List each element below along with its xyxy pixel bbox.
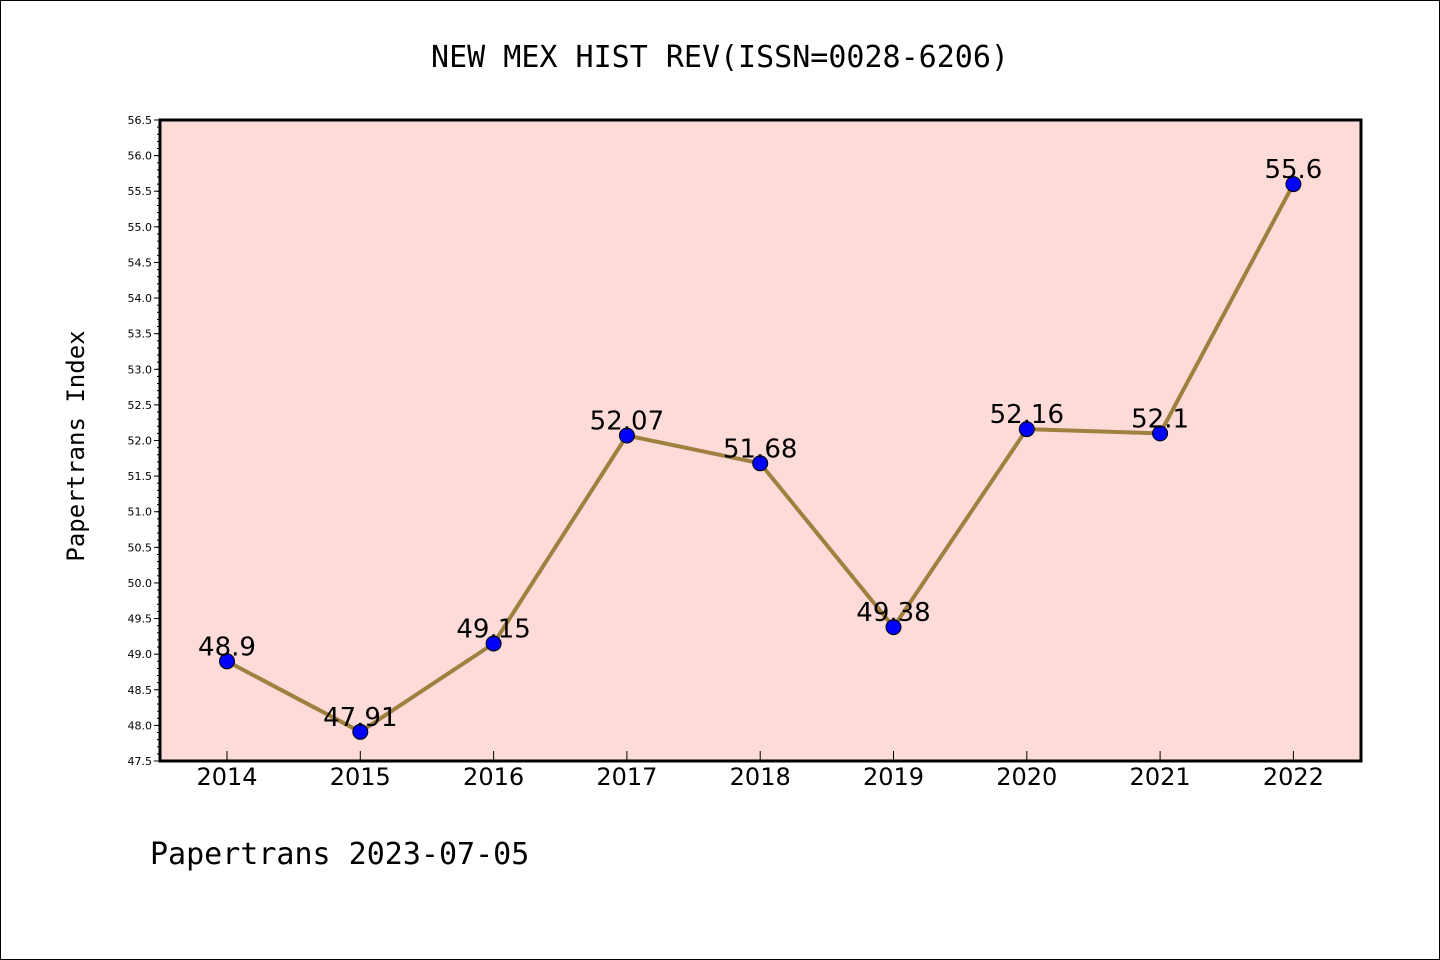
data-label: 55.6 [1264,155,1322,185]
data-point [485,635,502,652]
x-tick-label: 2015 [330,763,391,791]
y-tick-label: 49.0 [128,648,153,661]
data-label: 51.68 [723,434,797,464]
chart-title: NEW MEX HIST REV(ISSN=0028-6206) [431,40,1009,75]
y-tick-label: 53.5 [128,328,153,341]
x-tick-label: 2022 [1263,763,1324,791]
data-point [752,455,769,472]
y-tick-label: 47.5 [128,755,153,768]
x-tick-label: 2017 [596,763,657,791]
y-axis-label: Papertrans Index [62,330,90,561]
y-tick-label: 56.5 [128,114,153,127]
y-tick-label: 48.5 [128,684,153,697]
y-tick-label: 50.5 [128,541,153,554]
data-label: 47.91 [323,703,397,733]
y-tick-label: 52.0 [128,435,153,448]
data-point [1152,425,1169,442]
x-tick-label: 2019 [863,763,924,791]
data-point [1018,421,1035,438]
y-tick-label: 51.5 [128,470,153,483]
y-tick-label: 48.0 [128,719,153,732]
y-axis: 47.5 48.0 48.5 49.0 49.5 50.0 50.5 51.0 51.5 52.0… [128,114,160,768]
data-label: 52.1 [1131,404,1189,434]
y-tick-label: 54.0 [128,292,153,305]
y-tick-label: 55.5 [128,185,153,198]
data-point [219,653,235,670]
data-point [1285,176,1302,193]
footer-text: Papertrans 2023-07-05 [150,837,529,872]
y-tick-label: 51.0 [128,506,153,519]
data-point [618,427,635,444]
data-label: 52.07 [590,407,664,437]
data-label: 49.15 [456,614,530,644]
y-tick-label: 54.5 [128,256,153,269]
y-tick-label: 55.0 [128,221,153,234]
y-tick-label: 50.0 [128,577,153,590]
data-point [885,619,902,636]
x-axis: 2014 2015 2016 2017 2018 2019 2020 2021 2022 [196,751,1324,791]
data-point [352,723,369,740]
x-tick-label: 2021 [1130,763,1191,791]
x-tick-label: 2018 [730,763,791,791]
y-tick-label: 49.5 [128,613,153,626]
series [219,176,1302,740]
data-label: 49.38 [856,598,930,628]
x-tick-label: 2016 [463,763,524,791]
y-tick-label: 52.5 [128,399,153,412]
data-label: 48.9 [198,632,256,662]
y-tick-label: 53.0 [128,363,153,376]
data-label: 52.16 [990,400,1064,430]
plot-border [158,118,1363,763]
y-tick-label: 56.0 [128,150,153,163]
x-tick-label: 2014 [196,763,257,791]
x-tick-label: 2020 [996,763,1057,791]
data-labels: 48.9 47.91 49.15 52.07 51.68 49.38 52.16 52.1 55… [198,155,1322,733]
